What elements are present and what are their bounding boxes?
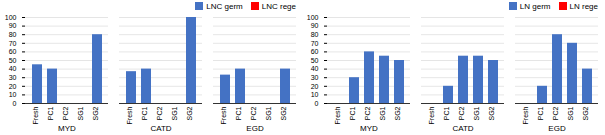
svg-text:PC2: PC2 bbox=[364, 106, 371, 120]
svg-text:80: 80 bbox=[311, 31, 319, 38]
svg-text:Fresh: Fresh bbox=[522, 106, 529, 124]
svg-text:MYD: MYD bbox=[58, 124, 76, 133]
svg-text:30: 30 bbox=[311, 74, 319, 81]
svg-text:10: 10 bbox=[9, 91, 17, 98]
svg-text:40: 40 bbox=[9, 65, 17, 72]
svg-text:50: 50 bbox=[311, 57, 319, 64]
svg-text:EGD: EGD bbox=[246, 124, 264, 133]
svg-text:Fresh: Fresh bbox=[428, 106, 435, 124]
svg-text:Fresh: Fresh bbox=[32, 106, 39, 124]
svg-text:40: 40 bbox=[311, 65, 319, 72]
svg-text:PC1: PC1 bbox=[47, 106, 54, 120]
html-text:LNC rege: LNC rege bbox=[261, 1, 296, 11]
svg-text:CATD: CATD bbox=[452, 124, 473, 133]
svg-text:10: 10 bbox=[311, 91, 319, 98]
svg-text:PC2: PC2 bbox=[250, 106, 257, 120]
svg-text:EGD: EGD bbox=[548, 124, 566, 133]
svg-text:Fresh: Fresh bbox=[126, 106, 133, 124]
svg-text:PC2: PC2 bbox=[62, 106, 69, 120]
svg-text:0: 0 bbox=[13, 100, 17, 107]
svg-text:SG2: SG2 bbox=[488, 106, 495, 120]
svg-text:SG1: SG1 bbox=[473, 106, 480, 120]
svg-text:Fresh: Fresh bbox=[334, 106, 341, 124]
svg-text:CATD: CATD bbox=[150, 124, 171, 133]
html-text:LNC germ: LNC germ bbox=[206, 1, 243, 11]
svg-text:MYD: MYD bbox=[360, 124, 378, 133]
svg-text:PC1: PC1 bbox=[537, 106, 544, 120]
svg-text:PC2: PC2 bbox=[552, 106, 559, 120]
svg-text:0: 0 bbox=[315, 100, 319, 107]
svg-text:90: 90 bbox=[311, 22, 319, 29]
svg-text:100: 100 bbox=[307, 14, 319, 21]
svg-text:90: 90 bbox=[9, 22, 17, 29]
svg-text:SG1: SG1 bbox=[379, 106, 386, 120]
svg-text:60: 60 bbox=[9, 48, 17, 55]
svg-text:20: 20 bbox=[9, 83, 17, 90]
svg-text:PC2: PC2 bbox=[458, 106, 465, 120]
svg-text:SG1: SG1 bbox=[567, 106, 574, 120]
svg-text:SG2: SG2 bbox=[92, 106, 99, 120]
svg-text:50: 50 bbox=[9, 57, 17, 64]
svg-text:60: 60 bbox=[311, 48, 319, 55]
svg-text:PC1: PC1 bbox=[443, 106, 450, 120]
svg-text:SG2: SG2 bbox=[186, 106, 193, 120]
svg-text:Fresh: Fresh bbox=[220, 106, 227, 124]
html-text:LN germ: LN germ bbox=[519, 1, 551, 11]
svg-text:SG1: SG1 bbox=[171, 106, 178, 120]
svg-text:PC1: PC1 bbox=[141, 106, 148, 120]
svg-text:PC1: PC1 bbox=[235, 106, 242, 120]
svg-text:SG1: SG1 bbox=[77, 106, 84, 120]
svg-text:70: 70 bbox=[9, 40, 17, 47]
svg-text:80: 80 bbox=[9, 31, 17, 38]
svg-text:SG1: SG1 bbox=[265, 106, 272, 120]
svg-text:30: 30 bbox=[9, 74, 17, 81]
svg-text:100: 100 bbox=[5, 14, 17, 21]
svg-text:70: 70 bbox=[311, 40, 319, 47]
svg-text:SG2: SG2 bbox=[394, 106, 401, 120]
svg-text:SG2: SG2 bbox=[582, 106, 589, 120]
svg-text:PC2: PC2 bbox=[156, 106, 163, 120]
html-text:LN rege: LN rege bbox=[569, 1, 598, 11]
svg-text:20: 20 bbox=[311, 83, 319, 90]
svg-text:SG2: SG2 bbox=[280, 106, 287, 120]
svg-text:PC1: PC1 bbox=[349, 106, 356, 120]
